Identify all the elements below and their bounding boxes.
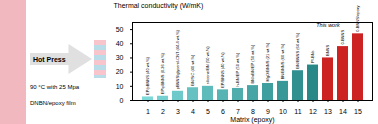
svg-text:20: 20 xyxy=(116,68,124,75)
svg-text:6: 6 xyxy=(221,108,225,115)
svg-text:h-BN/EP (50 wt.%): h-BN/EP (50 wt.%) xyxy=(235,52,240,86)
svg-text:Thermal conductivity (W/mK): Thermal conductivity (W/mK) xyxy=(114,2,204,10)
svg-text:10: 10 xyxy=(279,108,287,115)
svg-text:BN/SiC (40 wt.%): BN/SiC (40 wt.%) xyxy=(190,54,195,86)
svg-text:7: 7 xyxy=(236,108,240,115)
html-text:90 °C with 25 Mpa: 90 °C with 25 Mpa xyxy=(30,84,80,90)
html-text:Hot Press: Hot Press xyxy=(32,55,66,63)
svg-text:Matrix (epoxy): Matrix (epoxy) xyxy=(230,116,274,124)
svg-text:15: 15 xyxy=(354,108,362,115)
svg-text:12: 12 xyxy=(309,108,317,115)
svg-text:9: 9 xyxy=(266,108,270,115)
svg-text:0: 0 xyxy=(120,97,124,104)
svg-text:BNNS: BNNS xyxy=(325,45,330,56)
svg-text:1: 1 xyxy=(146,108,150,115)
svg-text:4: 4 xyxy=(191,108,195,115)
html-text:DNBN/epoxy film: DNBN/epoxy film xyxy=(30,100,76,106)
svg-text:silicone/BN (50 wt.%): silicone/BN (50 wt.%) xyxy=(205,46,210,85)
svg-text:8: 8 xyxy=(251,108,255,115)
svg-text:0-BNNS/epoxy: 0-BNNS/epoxy xyxy=(355,5,360,31)
svg-text:PI-BNs: PI-BNs xyxy=(310,50,315,63)
svg-text:0-BNNS: 0-BNNS xyxy=(340,30,345,45)
svg-text:BN/BNNS (60 wt.%): BN/BNNS (60 wt.%) xyxy=(280,43,285,79)
svg-text:11: 11 xyxy=(294,108,301,115)
svg-text:5: 5 xyxy=(206,108,210,115)
svg-text:10: 10 xyxy=(116,83,124,90)
svg-text:BN/BNNS (64 wt.%): BN/BNNS (64 wt.%) xyxy=(295,32,300,68)
svg-text:MgO/BNNS (21 wt.%): MgO/BNNS (21 wt.%) xyxy=(265,42,270,82)
svg-text:50: 50 xyxy=(116,26,124,33)
svg-text:EP/pBNNS (0.26 wt.%): EP/pBNNS (0.26 wt.%) xyxy=(160,52,165,94)
svg-text:13: 13 xyxy=(324,108,332,115)
svg-text:3: 3 xyxy=(176,108,180,115)
svg-text:EP/BNNS (40 wt.%): EP/BNNS (40 wt.%) xyxy=(220,52,225,88)
svg-text:This work: This work xyxy=(316,22,340,28)
svg-text:40: 40 xyxy=(116,40,124,47)
svg-text:BN/nBN/EP (50 wt.%): BN/nBN/EP (50 wt.%) xyxy=(250,44,255,83)
svg-text:14: 14 xyxy=(339,108,347,115)
svg-text:2: 2 xyxy=(161,108,165,115)
svg-text:EP/pBNNS (40 wt.%): EP/pBNNS (40 wt.%) xyxy=(145,56,150,94)
svg-text:30: 30 xyxy=(116,54,124,61)
svg-text:pBNNS/glycerol-CNT (44.4 wt.%): pBNNS/glycerol-CNT (44.4 wt.%) xyxy=(175,30,180,90)
